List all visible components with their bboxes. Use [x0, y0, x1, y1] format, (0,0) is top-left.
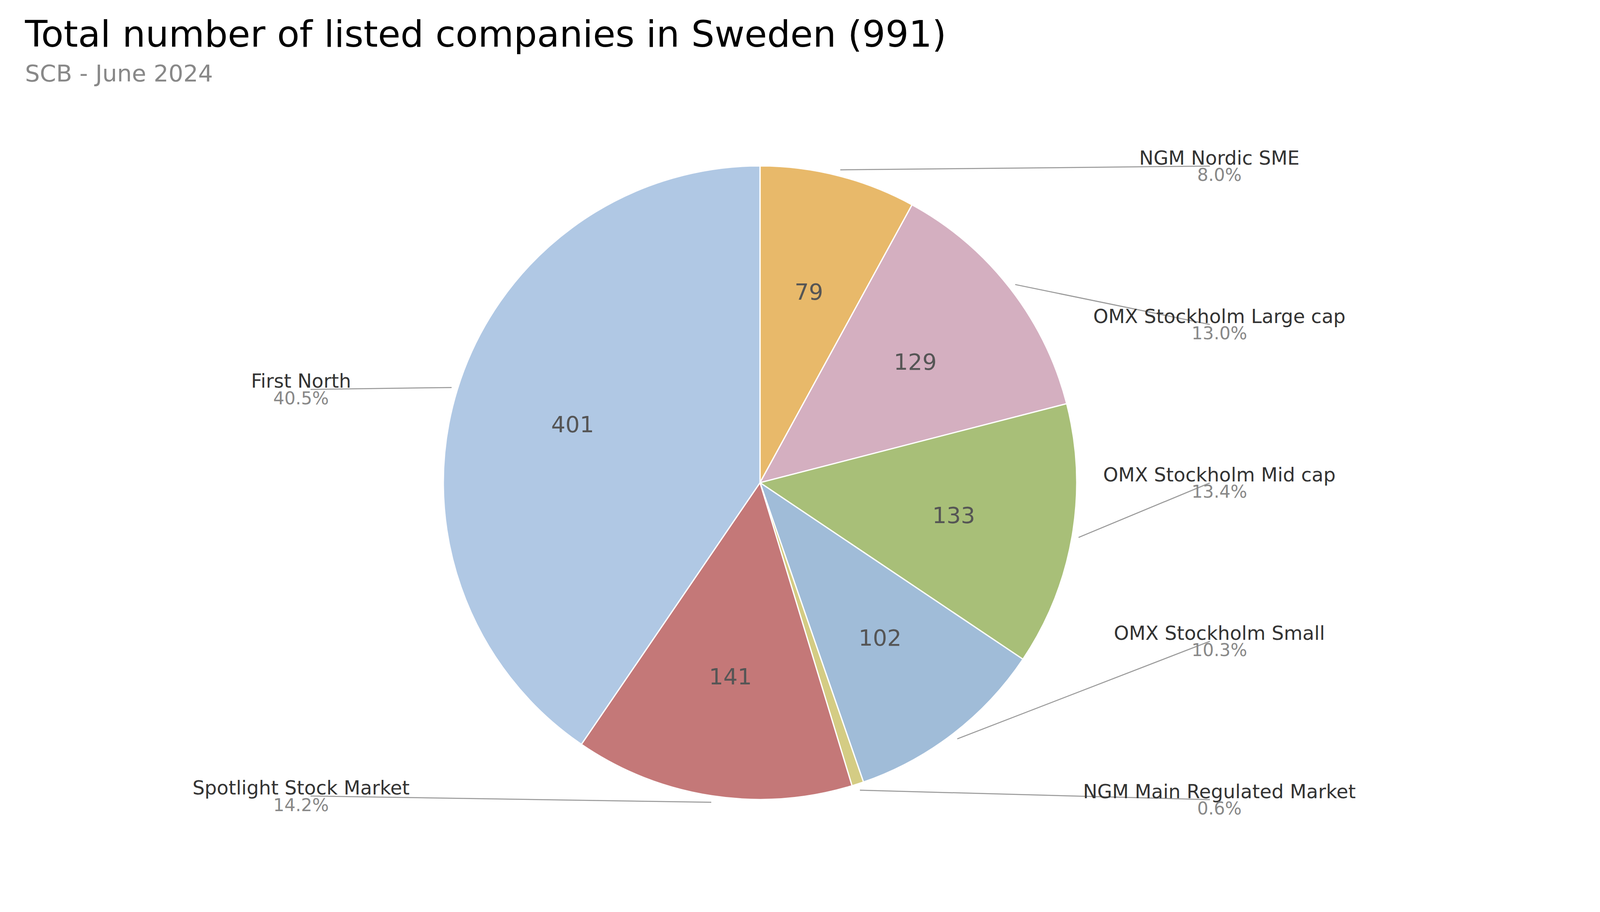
svg-text:OMX Stockholm Large cap: OMX Stockholm Large cap	[1093, 304, 1346, 328]
svg-text:OMX Stockholm Small: OMX Stockholm Small	[1113, 621, 1325, 644]
svg-text:NGM Main Regulated Market: NGM Main Regulated Market	[1083, 779, 1356, 803]
svg-text:13.4%13.4: 13.4%13.4	[1191, 481, 1248, 502]
svg-text:141: 141	[709, 663, 753, 690]
html-text:SCB - June 2024: SCB - June 2024	[25, 59, 213, 87]
svg-text:Spotlight Stock Market: Spotlight Stock Market	[192, 776, 410, 799]
svg-text:13.0%13: 13.0%13	[1191, 322, 1248, 344]
svg-text:0.6%0.6: 0.6%0.6	[1197, 797, 1242, 819]
svg-text:79: 79	[794, 278, 824, 305]
svg-text:401: 401	[551, 411, 595, 438]
svg-text:OMX Stockholm Mid cap: OMX Stockholm Mid cap	[1103, 463, 1336, 486]
html-text:Total number of listed compani: Total number of listed companies in Swed…	[25, 12, 947, 56]
svg-text:NGM Nordic SME: NGM Nordic SME	[1139, 146, 1300, 169]
svg-text:10.3%10.3: 10.3%10.3	[1191, 639, 1248, 660]
svg-text:133: 133	[932, 502, 975, 529]
svg-text:129: 129	[893, 348, 937, 375]
svg-text:First North: First North	[251, 369, 352, 393]
svg-text:14.2%14.2: 14.2%14.2	[273, 794, 329, 815]
svg-text:102: 102	[858, 624, 902, 651]
svg-text:40.5%40.5: 40.5%40.5	[273, 387, 329, 409]
svg-text:8.0%8: 8.0%8	[1197, 164, 1242, 185]
